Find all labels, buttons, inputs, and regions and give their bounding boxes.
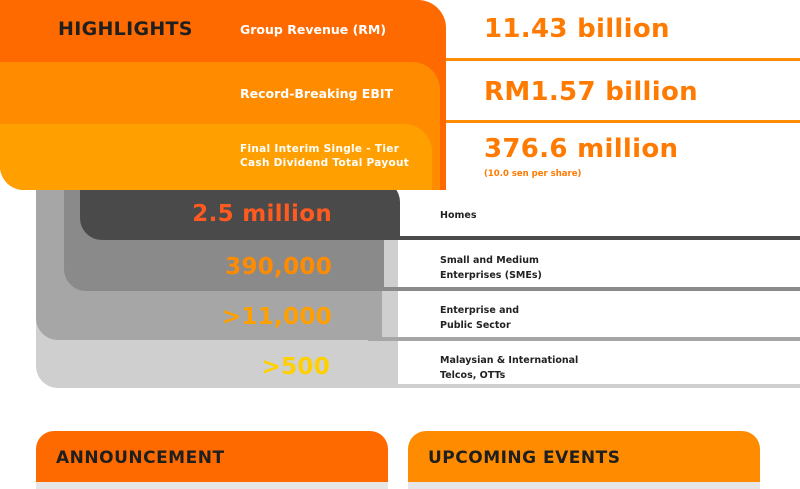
dividend-label-line1: Final Interim Single - Tier: [240, 143, 400, 155]
ebit-divider: [446, 120, 800, 123]
segment-label-sme-line2: Enterprises (SMEs): [440, 270, 542, 281]
revenue-divider: [446, 58, 800, 61]
upcoming-events-panel-edge: [408, 482, 760, 489]
announcement-tab[interactable]: ANNOUNCEMENT: [36, 431, 388, 485]
ebit-value-row: RM1.57 billion: [446, 62, 800, 124]
segment-label-telcos: Malaysian & International Telcos, OTTs: [440, 353, 578, 383]
segment-label-telcos-line1: Malaysian & International: [440, 355, 579, 366]
segment-label-enterprise-line1: Enterprise and: [440, 305, 520, 316]
revenue-value: 11.43 billion: [484, 14, 670, 44]
segment-label-telcos-line2: Telcos, OTTs: [440, 370, 506, 381]
segment-line-sme: [384, 287, 800, 291]
segment-line-telcos: [398, 384, 800, 388]
segment-label-sme: Small and Medium Enterprises (SMEs): [440, 253, 542, 283]
segment-line-enterprise: [368, 337, 800, 341]
segment-stat-enterprise: >11,000: [221, 304, 332, 330]
upcoming-events-tab[interactable]: UPCOMING EVENTS: [408, 431, 760, 485]
dividend-value: 376.6 million: [484, 134, 679, 164]
segment-stat-homes: 2.5 million: [192, 201, 332, 227]
announcement-panel-edge: [36, 482, 388, 489]
dividend-label-line2: Cash Dividend Total Payout: [240, 157, 410, 169]
ebit-label: Record-Breaking EBIT: [240, 86, 394, 101]
highlight-band-dividend: [0, 124, 432, 190]
segment-label-homes-line1: Homes: [440, 210, 477, 221]
announcement-tab-label: ANNOUNCEMENT: [56, 448, 225, 468]
dividend-label: Final Interim Single - Tier Cash Dividen…: [240, 142, 409, 170]
ebit-value: RM1.57 billion: [484, 77, 698, 107]
segment-stat-sme: 390,000: [225, 254, 332, 280]
segment-label-enterprise-line2: Public Sector: [440, 320, 511, 331]
dividend-note: (10.0 sen per share): [484, 169, 582, 179]
segment-label-enterprise: Enterprise and Public Sector: [440, 303, 519, 333]
segment-label-homes: Homes: [440, 208, 476, 223]
revenue-value-row: 11.43 billion: [446, 0, 800, 62]
segment-stat-telcos: >500: [261, 354, 330, 380]
segment-line-homes: [400, 236, 800, 240]
revenue-label: Group Revenue (RM): [240, 22, 387, 37]
upcoming-events-tab-label: UPCOMING EVENTS: [428, 448, 621, 468]
highlights-title: HIGHLIGHTS: [58, 18, 193, 40]
segment-label-sme-line1: Small and Medium: [440, 255, 539, 266]
segment-block-homes: [80, 180, 400, 240]
dividend-value-row: 376.6 million (10.0 sen per share): [446, 124, 800, 190]
